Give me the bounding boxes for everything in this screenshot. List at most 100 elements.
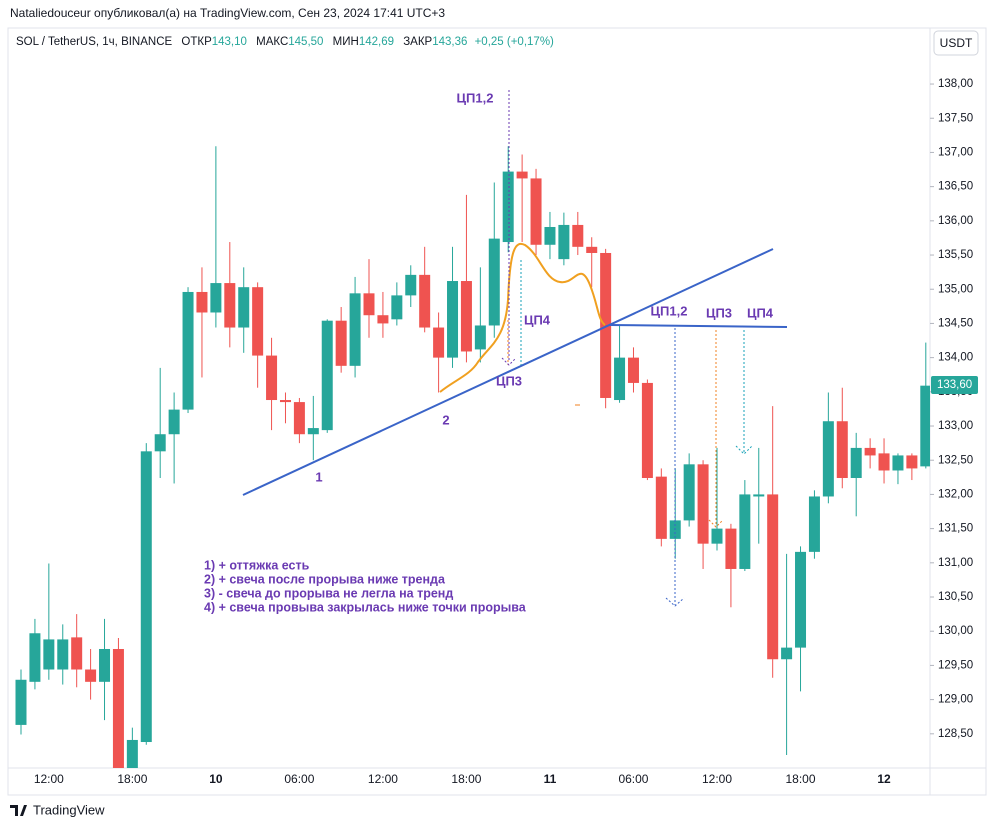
candle-body	[655, 476, 667, 539]
y-tick-label: 131,00	[938, 557, 973, 569]
close-label: ЗАКР	[403, 36, 432, 48]
candle-body	[349, 293, 361, 366]
candle-body	[377, 315, 389, 324]
annotation: 2	[442, 412, 449, 427]
note: 3) - свеча до прорыва не легла на тренд	[204, 586, 453, 600]
y-tick-label: 134,00	[938, 352, 973, 364]
candle-body	[391, 295, 403, 320]
trend-line	[242, 248, 774, 496]
x-tick-label: 12	[877, 772, 891, 786]
candle-body	[405, 274, 417, 296]
annotation: 1	[315, 469, 322, 484]
candle-body	[447, 281, 459, 358]
candle-body	[126, 739, 138, 768]
y-tick-label: 129,00	[938, 694, 973, 706]
note: 4) + свеча провыва закрылась ниже точки …	[204, 600, 527, 614]
candle-body	[739, 494, 751, 569]
annotation: ЦП3	[706, 305, 732, 320]
candle-body	[641, 382, 653, 479]
candle-body	[112, 648, 124, 768]
candle-body	[433, 327, 445, 358]
x-tick-label: 11	[544, 772, 557, 786]
y-tick-label: 137,50	[938, 112, 973, 124]
low: 142,69	[359, 36, 394, 48]
y-tick-label: 135,50	[938, 249, 973, 261]
x-tick-label: 18:00	[117, 772, 147, 786]
change: +0,25 (+0,17%)	[475, 36, 554, 48]
drawings	[242, 90, 788, 607]
candle-body	[711, 528, 723, 544]
candle-body	[822, 421, 834, 497]
candle-body	[168, 409, 180, 435]
annotation: ЦП3	[496, 373, 522, 388]
plot	[15, 146, 930, 768]
candle-body	[71, 637, 83, 670]
candle-body	[906, 455, 918, 469]
y-tick-label: 128,50	[938, 728, 973, 740]
candle-body	[920, 385, 930, 467]
y-tick-label: 135,00	[938, 283, 973, 295]
candle-body	[836, 421, 848, 479]
candle-body	[85, 669, 97, 682]
candle-body	[182, 291, 194, 410]
x-tick-label: 12:00	[368, 772, 398, 786]
candle-body	[586, 246, 598, 253]
candle-body	[154, 434, 166, 452]
candle-body	[321, 320, 333, 431]
candle-body	[210, 283, 222, 313]
candle-body	[683, 464, 695, 521]
candle-body	[460, 281, 472, 352]
y-tick-label: 136,50	[938, 181, 973, 193]
annotation: ЦП1,2	[651, 303, 688, 318]
y-tick-label: 134,50	[938, 317, 973, 329]
note: 2) + свеча после прорыва ниже тренда	[204, 572, 446, 586]
candle-body	[808, 496, 820, 552]
candle-body	[614, 357, 626, 401]
candle-body	[474, 325, 486, 350]
candle-body	[99, 648, 111, 682]
symbol-info: SOL / TetherUS, 1ч, BINANCE ОТКР143,10 М…	[16, 36, 554, 48]
currency-button[interactable]	[933, 30, 979, 56]
candle-body	[196, 291, 208, 313]
last-price-label: 133,60	[937, 379, 972, 391]
annotation: ЦП4	[747, 305, 774, 320]
y-tick-label: 138,00	[938, 78, 973, 90]
arrow	[665, 597, 685, 607]
footer-logo: TradingView	[10, 802, 105, 817]
candle-body	[266, 355, 278, 401]
candle-body	[697, 464, 709, 544]
author-line: Nataliedouceur опубликовал(а) на Trading…	[10, 6, 445, 20]
open-label: ОТКР	[181, 36, 212, 48]
candle-body	[530, 178, 542, 245]
annotation: ЦП1,2	[457, 90, 494, 105]
chart-frame	[7, 27, 987, 796]
candle-body	[516, 171, 528, 179]
y-tick-label: 130,50	[938, 591, 973, 603]
candle-body	[293, 402, 305, 435]
candle-body	[335, 320, 347, 366]
candle-body	[795, 551, 807, 648]
x-tick-label: 06:00	[618, 772, 648, 786]
candle-body	[140, 451, 152, 743]
candle-body	[57, 639, 69, 670]
x-tick-label: 18:00	[786, 772, 816, 786]
currency-label[interactable]: USDT	[940, 36, 973, 50]
logo-icon	[10, 805, 27, 816]
candle-body	[558, 224, 570, 260]
candle-body	[488, 238, 500, 326]
x-tick-label: 10	[209, 772, 223, 786]
candle-body	[224, 283, 236, 328]
candle-body	[850, 447, 862, 479]
candle-body	[864, 447, 876, 456]
curve	[439, 242, 606, 393]
y-tick-label: 137,00	[938, 146, 973, 158]
y-tick-label: 132,50	[938, 454, 973, 466]
y-tick-label: 132,00	[938, 488, 973, 500]
x-tick-label: 06:00	[284, 772, 314, 786]
annotation: ЦП4	[524, 312, 551, 327]
candle-body	[627, 357, 639, 383]
candle-body	[238, 287, 250, 328]
candle-body	[15, 679, 27, 725]
candle-body	[572, 224, 584, 247]
candle-body	[419, 274, 431, 328]
